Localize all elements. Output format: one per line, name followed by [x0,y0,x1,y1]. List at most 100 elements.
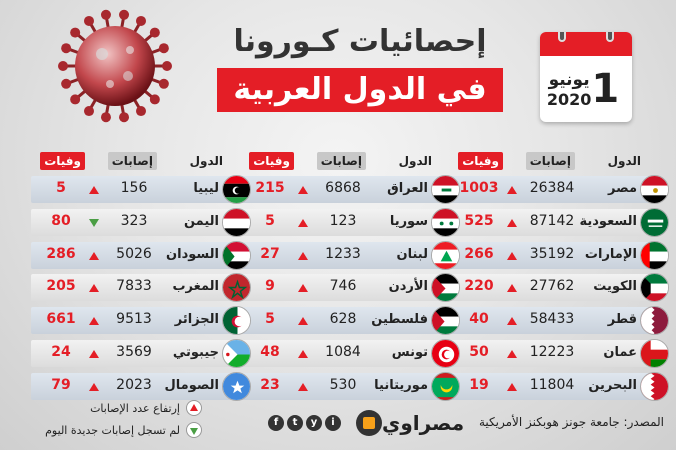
deaths-value: 40 [469,311,489,328]
table-row: لبنان 1233 27 [240,240,460,270]
jordan-flag-icon [431,273,460,303]
infections-value: 2023 [116,376,152,393]
kuwait-flag-icon [640,273,669,303]
table-row: قطر 58433 40 [449,306,669,336]
country-name: السعودية [579,213,638,229]
trend-up-icon [507,218,517,227]
title-block: إحصائيات كـورونا في الدول العربية [210,22,510,112]
country-name: لبنان [396,246,428,262]
twitter-icon[interactable]: t [287,415,303,431]
country-name: الجزائر [174,312,219,328]
infections-value: 746 [329,278,357,295]
legend: إرتفاع عدد الإصابات لم تسجل إصابات جديدة… [12,400,202,444]
deaths-value: 220 [464,278,494,295]
deaths-value: 661 [46,311,76,328]
deaths-value: 50 [469,343,489,360]
header-country: الدول [189,154,223,168]
infections-value: 9513 [116,311,152,328]
social-icons: f t y i [268,415,341,431]
trend-up-icon [298,349,308,358]
country-list: ليبيا 156 5 اليمن 323 80 السودان 5026 286 المغرب 7… [31,175,251,401]
table-row: العراق 6868 215 [240,175,460,204]
country-name: سوريا [389,213,428,229]
date-year: 2020 [546,89,592,109]
tunisia-flag-icon [431,338,460,368]
table-row: الإمارات 35192 266 [449,240,669,270]
deaths-value: 48 [260,343,280,360]
country-name: موريتانيا [374,377,428,393]
country-name: الصومال [164,377,219,393]
country-name: الكويت [593,279,637,295]
deaths-value: 79 [51,376,71,393]
country-name: مصر [608,181,637,196]
trend-up-icon [507,186,517,194]
somalia-flag-icon [222,371,251,401]
header-infections: إصابات [525,152,575,170]
palestine-flag-icon [431,306,460,336]
deaths-value: 1003 [459,180,499,196]
yemen-flag-icon [222,207,251,237]
youtube-icon[interactable]: y [306,415,322,431]
arrow-up-icon [186,400,202,416]
table-row: فلسطين 628 5 [240,306,460,336]
infections-value: 5026 [116,245,152,262]
stats-panel-gulf: الدول إصابات وفيات مصر 26384 1003 السعودية 8714… [449,150,669,406]
facebook-icon[interactable]: f [268,415,284,431]
infections-value: 11804 [529,376,575,393]
egypt-flag-icon [640,175,669,204]
table-row: الأردن 746 9 [240,273,460,303]
infections-value: 1084 [325,343,361,360]
table-row: موريتانيا 530 23 [240,371,460,401]
morocco-flag-icon [222,273,251,303]
trend-up-icon [507,251,517,260]
country-name: المغرب [172,279,219,295]
table-row: السعودية 87142 525 [449,207,669,237]
syria-flag-icon [431,207,460,237]
country-name: السودان [166,246,219,262]
infections-value: 58433 [529,311,575,328]
trend-up-icon [298,218,308,227]
country-name: فلسطين [371,312,428,328]
calendar-ring-icon [606,32,614,42]
trend-up-icon [298,186,308,194]
legend-label-up: إرتفاع عدد الإصابات [90,401,180,415]
calendar-ring-icon [558,32,566,42]
trend-up-icon [89,284,99,293]
country-name: جيبوتي [172,344,219,360]
table-row: البحرين 11804 19 [449,371,669,401]
legend-label-down: لم تسجل إصابات جديدة اليوم [45,423,180,437]
uae-flag-icon [640,240,669,270]
country-list: العراق 6868 215 سوريا 123 5 لبنان 1233 27 الأردن 7… [240,175,460,401]
infections-value: 87142 [529,212,575,229]
infections-value: 35192 [529,245,575,262]
trend-up-icon [298,251,308,260]
date-calendar: يونيو 2020 1 [540,32,632,122]
trend-down-icon [89,218,99,227]
infections-value: 628 [329,311,357,328]
infections-value: 7833 [116,278,152,295]
country-name: تونس [391,344,428,360]
header-infections: إصابات [316,152,366,170]
trend-up-icon [89,186,99,194]
calendar-header [540,32,632,56]
stats-panel-levant: الدول إصابات وفيات العراق 6868 215 سوريا 123 5 لب… [240,150,460,406]
table-row: الكويت 27762 220 [449,273,669,303]
table-row: سوريا 123 5 [240,207,460,237]
country-name: عمان [603,344,637,360]
instagram-icon[interactable]: i [325,415,341,431]
table-row: الصومال 2023 79 [31,371,251,401]
trend-up-icon [507,349,517,358]
infections-value: 26384 [529,180,575,196]
infections-value: 156 [120,180,148,196]
legend-item-up: إرتفاع عدد الإصابات [12,400,202,416]
header-deaths: وفيات [40,152,85,170]
panel-header: الدول إصابات وفيات [240,150,446,176]
deaths-value: 286 [46,245,76,262]
infections-value: 530 [329,376,357,393]
oman-flag-icon [640,338,669,368]
country-name: العراق [387,181,428,196]
date-month: يونيو [548,69,590,90]
table-row: ليبيا 156 5 [31,175,251,204]
brand-footer: f t y i مصراوي [268,410,464,436]
deaths-value: 5 [265,212,275,229]
